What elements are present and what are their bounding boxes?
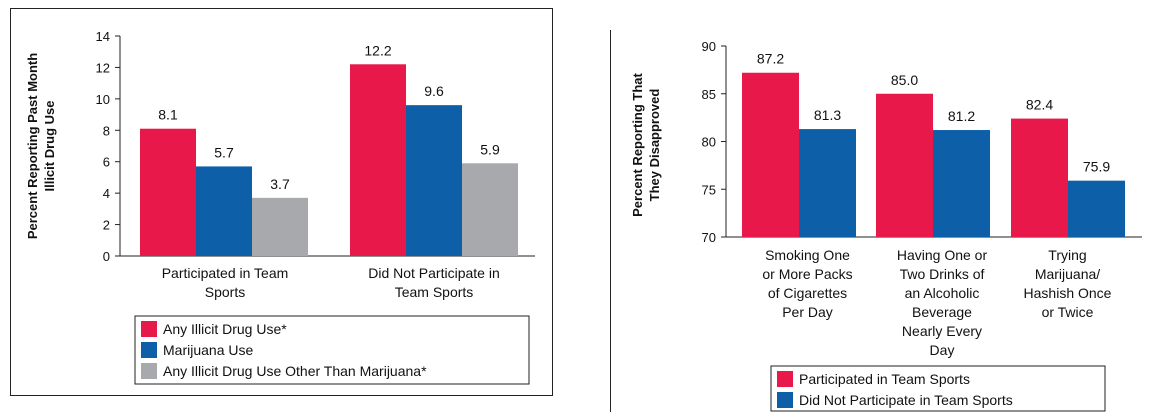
bar — [799, 129, 856, 237]
legend-swatch — [141, 342, 157, 358]
bar — [876, 93, 933, 237]
y-axis-title: Percent Reporting Past Month — [25, 53, 40, 239]
bar-value-label: 81.2 — [948, 108, 975, 124]
x-category-label: Day — [930, 342, 955, 358]
bar — [252, 197, 308, 256]
bar-value-label: 5.7 — [214, 144, 234, 160]
bar-value-label: 8.1 — [158, 107, 178, 123]
x-category-label: or More Packs — [762, 266, 852, 282]
x-category-label: Per Day — [782, 304, 833, 320]
bar — [350, 64, 406, 257]
x-category-label: Marijuana/ — [1035, 266, 1100, 282]
x-category-label: Beverage — [912, 304, 972, 320]
x-category-label: Sports — [205, 284, 245, 300]
y-tick-label: 0 — [103, 249, 110, 264]
legend-swatch — [777, 371, 793, 387]
y-tick-label: 80 — [702, 135, 716, 150]
bar — [742, 72, 799, 238]
x-category-label: Trying — [1048, 247, 1086, 263]
y-tick-label: 75 — [702, 182, 716, 197]
x-category-label: an Alcoholic — [905, 285, 980, 301]
x-category-label: Participated in Team — [162, 265, 289, 281]
bar-value-label: 5.9 — [480, 141, 500, 157]
legend-label: Participated in Team Sports — [799, 371, 970, 387]
x-category-label: or Twice — [1042, 304, 1094, 320]
bar-value-label: 81.3 — [814, 107, 841, 123]
bar-value-label: 82.4 — [1026, 97, 1053, 113]
x-category-label: Smoking One — [765, 247, 850, 263]
chart-divider — [610, 30, 611, 412]
bar-value-label: 12.2 — [364, 42, 391, 58]
bar-value-label: 9.6 — [424, 83, 444, 99]
y-tick-label: 6 — [103, 155, 110, 170]
bar-value-label: 75.9 — [1083, 159, 1110, 175]
x-category-label: of Cigarettes — [768, 285, 847, 301]
bar-value-label: 85.0 — [891, 72, 918, 88]
y-tick-label: 4 — [103, 186, 110, 201]
legend-swatch — [777, 392, 793, 408]
bar — [406, 105, 462, 257]
y-tick-label: 90 — [702, 39, 716, 54]
legend-box — [134, 315, 530, 385]
x-category-label: Team Sports — [395, 284, 474, 300]
y-tick-label: 10 — [96, 92, 110, 107]
y-axis-title: They Disapproved — [647, 89, 662, 202]
y-tick-label: 2 — [103, 218, 110, 233]
bar-value-label: 87.2 — [757, 51, 784, 67]
legend-label: Any Illicit Drug Use* — [163, 321, 287, 337]
legend-swatch — [141, 363, 157, 379]
bar — [933, 130, 990, 237]
bar — [140, 128, 196, 256]
x-category-label: Two Drinks of — [900, 266, 985, 282]
bar — [1011, 118, 1068, 237]
legend-label: Did Not Participate in Team Sports — [799, 392, 1013, 408]
x-category-label: Hashish Once — [1024, 285, 1112, 301]
y-tick-label: 70 — [702, 230, 716, 245]
y-tick-label: 8 — [103, 123, 110, 138]
legend-swatch — [141, 321, 157, 337]
y-axis-title: Illicit Drug Use — [42, 100, 57, 191]
x-category-label: Having One or — [897, 247, 988, 263]
y-tick-label: 12 — [96, 60, 110, 75]
x-category-label: Nearly Every — [902, 323, 982, 339]
legend-box — [770, 365, 1106, 412]
y-axis-title: Percent Reporting That — [630, 72, 645, 216]
y-tick-label: 85 — [702, 87, 716, 102]
bar — [1068, 180, 1125, 237]
x-category-label: Did Not Participate in — [368, 265, 500, 281]
bar-value-label: 3.7 — [270, 176, 290, 192]
left-chart-frame — [10, 8, 553, 396]
legend-label: Any Illicit Drug Use Other Than Marijuan… — [163, 363, 427, 379]
bar — [462, 163, 518, 256]
bar — [196, 166, 252, 256]
y-tick-label: 14 — [96, 29, 110, 44]
legend-label: Marijuana Use — [163, 342, 253, 358]
